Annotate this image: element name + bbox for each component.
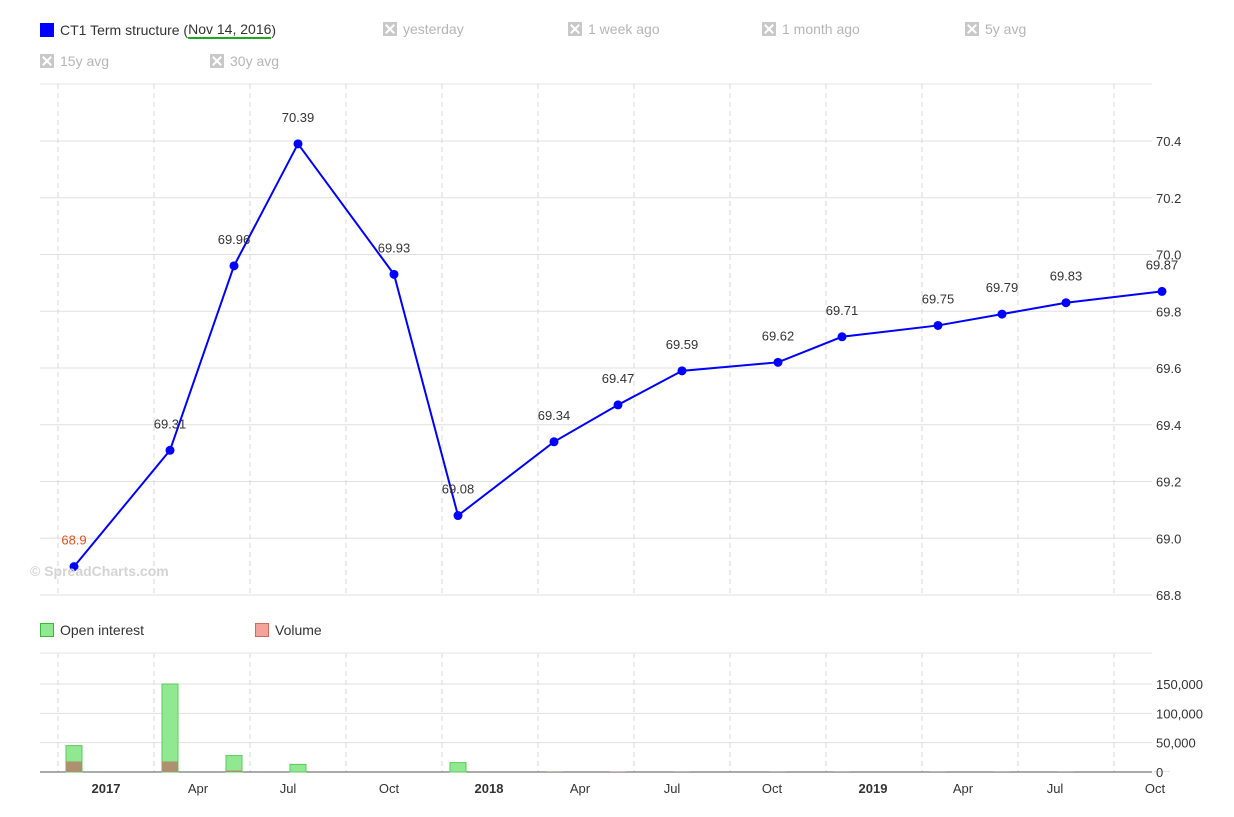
data-point [229, 261, 239, 271]
main-chart-grid: 68.8 69.0 69.2 69.4 69.6 69.8 70.0 70.2 70.4 [40, 83, 1181, 772]
volume-y-tick-label: 150,000 [1156, 677, 1203, 692]
close-icon [210, 54, 224, 68]
legend-toggle-15y-avg[interactable]: 15y avg [40, 53, 109, 69]
data-label: 69.87 [1146, 257, 1179, 272]
data-label: 69.47 [602, 371, 635, 386]
data-point [613, 400, 623, 410]
legend-toggle-30y-avg[interactable]: 30y avg [210, 53, 279, 69]
data-point [773, 357, 783, 367]
y-tick-label: 68.8 [1156, 588, 1181, 603]
data-label: 69.79 [986, 280, 1019, 295]
series-line [73, 141, 1163, 568]
x-tick-label: Oct [762, 781, 783, 796]
close-icon [568, 22, 582, 36]
volume-bar [66, 761, 82, 772]
volume-y-tick-label: 0 [1156, 765, 1163, 780]
volume-bar [226, 770, 242, 772]
y-tick-label: 69.6 [1156, 361, 1181, 376]
x-tick-label: 2019 [859, 781, 888, 796]
legend-volume[interactable]: Volume [255, 622, 322, 638]
x-tick-label: Jul [1047, 781, 1064, 796]
main-series-date[interactable]: Nov 14, 2016 [188, 21, 272, 39]
data-point [389, 269, 399, 279]
data-point [1157, 286, 1167, 296]
legend-open-interest[interactable]: Open interest [40, 622, 144, 638]
volume-y-tick-label: 50,000 [1156, 736, 1196, 751]
legend-toggle-1-month-ago[interactable]: 1 month ago [762, 21, 860, 37]
data-label: 68.9 [61, 533, 86, 548]
data-label: 69.34 [538, 408, 571, 423]
watermark: © SpreadCharts.com [30, 563, 169, 579]
data-label: 69.71 [826, 303, 859, 318]
x-tick-label: Jul [280, 781, 297, 796]
open-interest-label: Open interest [60, 622, 145, 638]
open-interest-bar [161, 683, 179, 773]
data-point [997, 309, 1007, 319]
legend-toggle-5y-avg[interactable]: 5y avg [965, 21, 1026, 37]
open-interest-swatch [40, 623, 54, 637]
x-tick-label: Oct [379, 781, 400, 796]
volume-y-tick-label: 100,000 [1156, 706, 1203, 721]
close-icon [762, 22, 776, 36]
y-tick-label: 69.4 [1156, 418, 1181, 433]
y-tick-label: 69.8 [1156, 304, 1181, 319]
data-label: 69.08 [442, 482, 475, 497]
data-point [165, 445, 175, 455]
open-interest-bar [289, 763, 307, 773]
main-series-swatch [40, 23, 54, 37]
data-label: 69.93 [378, 240, 411, 255]
data-label: 69.83 [1050, 269, 1083, 284]
main-series-close: ) [271, 22, 277, 38]
volume-bar [162, 761, 178, 772]
data-label: 69.59 [666, 337, 699, 352]
data-label: 69.96 [218, 232, 251, 247]
legend-main-series[interactable]: CT1 Term structure (Nov 14, 2016) [40, 21, 276, 39]
legend-toggle-label: 1 week ago [588, 21, 660, 37]
x-tick-label: 2018 [475, 781, 504, 796]
data-point [453, 511, 463, 521]
data-point [933, 320, 943, 330]
legend-toggle-label: 5y avg [985, 21, 1027, 37]
x-tick-label: Oct [1145, 781, 1166, 796]
volume-chart-grid: 0 50,000 100,000 150,000 [40, 652, 1203, 780]
legend-toggle-label: yesterday [403, 21, 464, 37]
volume-swatch [255, 623, 269, 637]
main-chart-marks: 68.9 69.31 69.96 70.39 69.93 69.08 69.34 69.47 6… [61, 110, 1179, 572]
legend-toggle-label: 15y avg [60, 53, 110, 69]
close-icon [383, 22, 397, 36]
data-label: 70.39 [282, 110, 315, 125]
data-point [69, 562, 79, 572]
x-tick-label: Jul [664, 781, 681, 796]
y-tick-label: 69.0 [1156, 531, 1181, 546]
volume-chart-marks: 2017 Apr Jul Oct 2018 Apr Jul Oct 2019 Apr Jul Oct [65, 683, 1170, 796]
data-point [837, 332, 847, 342]
volume-label: Volume [275, 622, 322, 638]
x-tick-label: Apr [188, 781, 209, 796]
close-icon [40, 54, 54, 68]
y-tick-label: 70.4 [1156, 134, 1181, 149]
data-label: 69.62 [762, 328, 795, 343]
legend-toggle-1-week-ago[interactable]: 1 week ago [568, 21, 660, 37]
y-tick-label: 69.2 [1156, 475, 1181, 490]
legend-toggle-yesterday[interactable]: yesterday [383, 21, 464, 37]
legend-toggle-label: 30y avg [230, 53, 280, 69]
close-icon [965, 22, 979, 36]
main-series-label: CT1 Term structure ( [60, 22, 189, 38]
data-point [293, 139, 303, 149]
legend-toggle-label: 1 month ago [782, 21, 860, 37]
y-tick-label: 70.2 [1156, 191, 1181, 206]
data-point [1061, 298, 1071, 308]
open-interest-bar [449, 762, 467, 773]
open-interest-bar [225, 755, 243, 773]
volume-bar [546, 771, 562, 772]
x-tick-label: Apr [953, 781, 974, 796]
data-label: 69.75 [922, 291, 955, 306]
y-tick-label: 70.0 [1156, 248, 1181, 263]
data-point [549, 437, 559, 447]
data-point [677, 366, 687, 376]
x-tick-label: 2017 [92, 781, 121, 796]
data-label: 69.31 [154, 416, 187, 431]
x-tick-label: Apr [570, 781, 591, 796]
